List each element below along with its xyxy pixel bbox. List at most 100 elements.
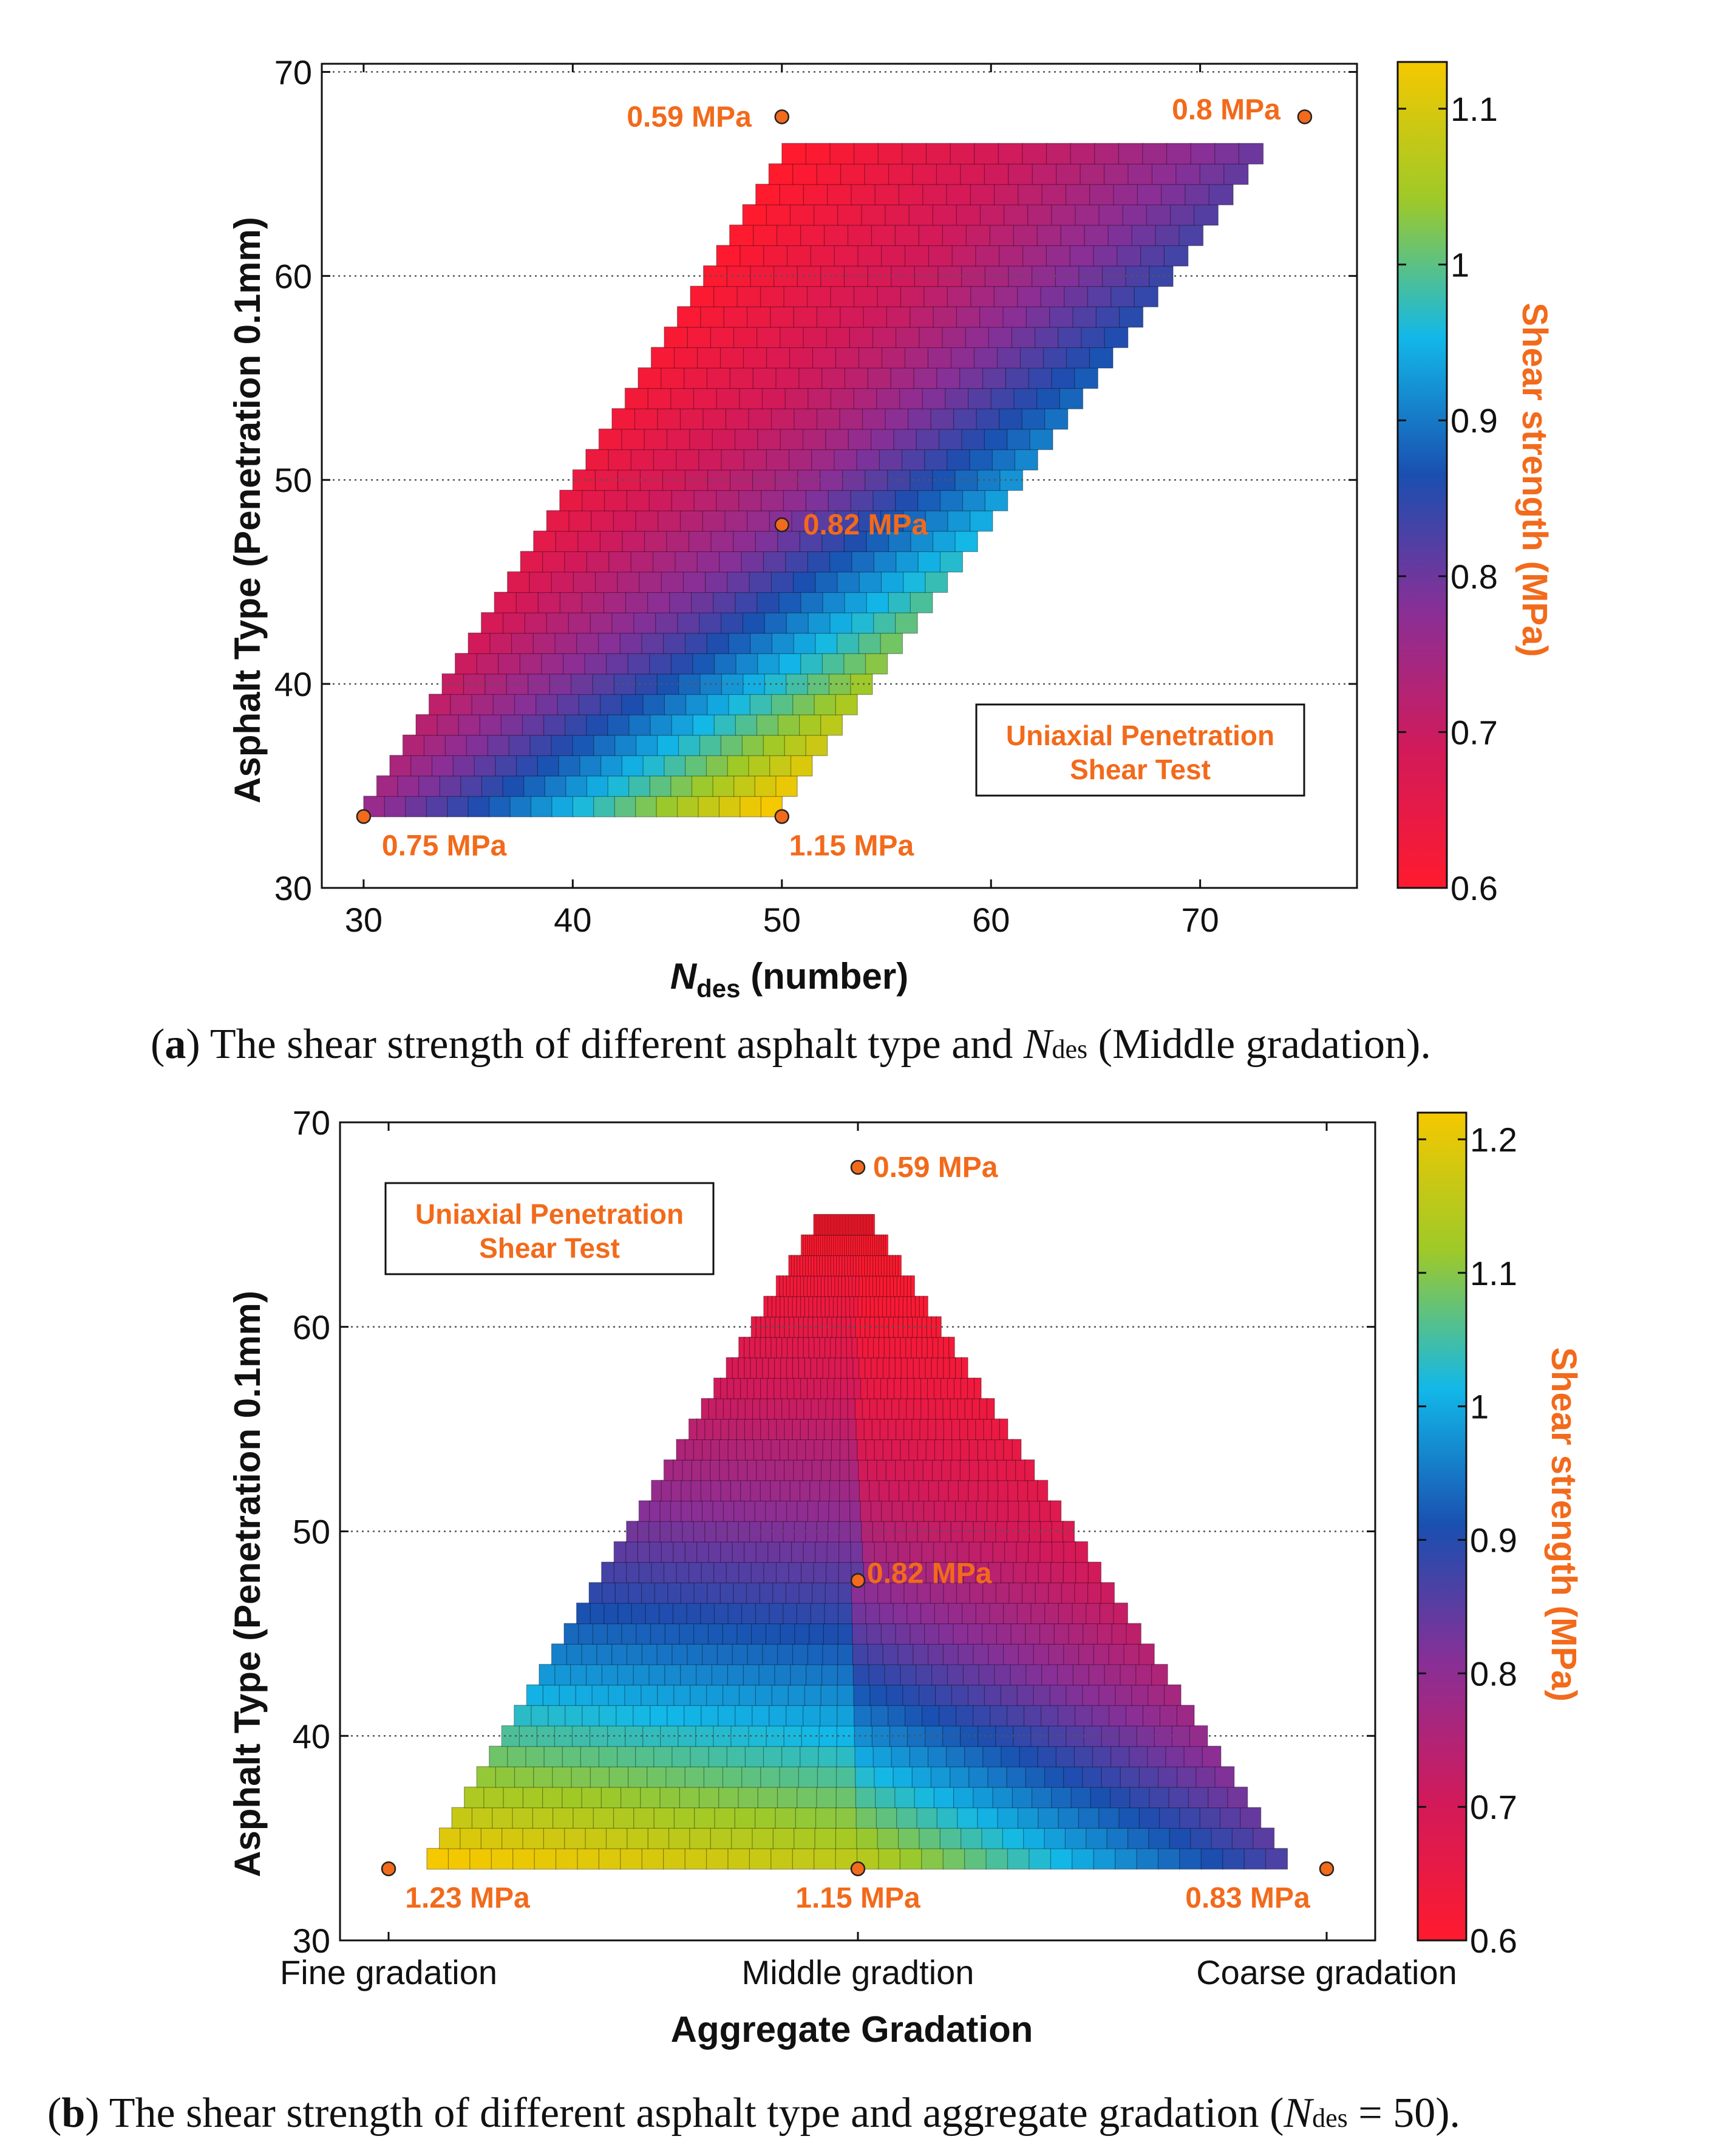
- heatmap-cell: [749, 1521, 762, 1543]
- heatmap-cell: [696, 1541, 710, 1563]
- heatmap-cell: [1018, 1643, 1035, 1665]
- heatmap-cell: [663, 1847, 686, 1870]
- heatmap-cell: [803, 1541, 816, 1563]
- heatmap-cell: [867, 1643, 884, 1665]
- heatmap-cell: [879, 1602, 894, 1625]
- heatmap-cell: [682, 1459, 693, 1481]
- heatmap-cell: [636, 734, 658, 756]
- heatmap-cell: [924, 449, 948, 471]
- heatmap-cell: [829, 551, 853, 573]
- heatmap-cell: [764, 612, 787, 634]
- heatmap-cell: [1025, 1766, 1046, 1788]
- heatmap-cell: [889, 1255, 894, 1277]
- heatmap-cell: [1240, 1807, 1262, 1829]
- heatmap-cell: [820, 714, 843, 736]
- heatmap-cell: [811, 1398, 820, 1420]
- heatmap-cell: [989, 224, 1015, 247]
- heatmap-cell: [883, 1336, 891, 1359]
- heatmap-cell: [860, 1500, 872, 1522]
- colorbar-tick-label: 0.8: [1470, 1654, 1517, 1693]
- heatmap-cell: [1074, 1582, 1089, 1604]
- heatmap-cell: [1126, 1623, 1141, 1645]
- heatmap-cell: [948, 1479, 959, 1502]
- heatmap-cell: [823, 1623, 839, 1645]
- heatmap-cell: [822, 592, 846, 613]
- heatmap-cell: [808, 387, 832, 409]
- heatmap-cell: [857, 1336, 863, 1359]
- heatmap-cell: [900, 1275, 905, 1297]
- heatmap-cell: [991, 449, 1016, 471]
- legend-box-b: Uniaxial Penetration Shear Test: [384, 1182, 715, 1275]
- heatmap-cell: [826, 1316, 833, 1338]
- heatmap-cell: [651, 1561, 665, 1583]
- heatmap-cell: [555, 530, 579, 552]
- heatmap-cell: [900, 1377, 908, 1399]
- heatmap-cell: [788, 449, 812, 471]
- heatmap-cell: [877, 1582, 892, 1604]
- y-tick-label: 50: [274, 461, 312, 499]
- heatmap-cell: [852, 1663, 870, 1686]
- heatmap-cell: [911, 1766, 932, 1788]
- heatmap-cell: [1000, 1561, 1015, 1583]
- heatmap-cell: [1017, 1807, 1039, 1829]
- heatmap-cell: [813, 1213, 816, 1236]
- heatmap-cell: [713, 653, 737, 675]
- heatmap-cell: [942, 1643, 959, 1665]
- heatmap-cell: [774, 1398, 783, 1420]
- heatmap-cell: [872, 1213, 876, 1236]
- heatmap-cell: [912, 163, 937, 185]
- heatmap-cell: [786, 245, 812, 267]
- heatmap-cell: [696, 551, 720, 573]
- heatmap-cell: [994, 1663, 1012, 1686]
- heatmap-cell: [1103, 163, 1129, 185]
- heatmap-cell: [1214, 143, 1240, 165]
- heatmap-cell: [1049, 1684, 1067, 1706]
- heatmap-cell: [605, 1827, 628, 1849]
- heatmap-cell: [765, 1459, 776, 1481]
- heatmap-cell: [888, 1479, 900, 1502]
- colorbar-tick-label: 0.8: [1450, 558, 1498, 596]
- heatmap-cell: [474, 755, 496, 777]
- heatmap-cell: [671, 490, 695, 511]
- heatmap-cell: [1163, 245, 1189, 267]
- heatmap-cell: [760, 1377, 768, 1399]
- heatmap-cell: [820, 1377, 828, 1399]
- heatmap-cell: [1056, 1663, 1074, 1686]
- heatmap-cell: [837, 1684, 855, 1706]
- heatmap-cell: [591, 1684, 610, 1706]
- heatmap-cell: [1165, 1745, 1185, 1767]
- heatmap-cell: [876, 1398, 885, 1420]
- heatmap-cell: [1101, 1725, 1120, 1747]
- heatmap-cell: [831, 1234, 835, 1257]
- heatmap-cell: [964, 1398, 973, 1420]
- heatmap-cell: [522, 1827, 545, 1849]
- heatmap-cell: [818, 1234, 821, 1257]
- heatmap-cell: [927, 1643, 944, 1665]
- heatmap-cell: [890, 1582, 905, 1604]
- heatmap-cell: [670, 1479, 682, 1502]
- y-tick-label: 60: [293, 1308, 330, 1346]
- heatmap-cell: [901, 449, 925, 471]
- heatmap-cell: [1176, 1705, 1195, 1727]
- heatmap-cell: [575, 1684, 593, 1706]
- heatmap-cell: [797, 1786, 818, 1809]
- colorbar-tick-label: 1.1: [1470, 1254, 1517, 1292]
- heatmap-cell: [780, 1377, 788, 1399]
- heatmap-cell: [696, 347, 721, 369]
- heatmap-cell: [1089, 183, 1115, 205]
- heatmap-cell: [822, 1357, 830, 1379]
- heatmap-cell: [871, 1418, 881, 1441]
- heatmap-cell: [1023, 1705, 1042, 1727]
- heatmap-cell: [794, 1255, 798, 1277]
- heatmap-cell: [731, 1827, 753, 1849]
- heatmap-cell: [750, 1316, 757, 1338]
- heatmap-cell: [514, 1766, 534, 1788]
- heatmap-cell: [491, 1847, 514, 1870]
- heatmap-cell: [837, 1663, 854, 1686]
- heatmap-cell: [750, 1357, 758, 1379]
- colorbar-tick-label: 0.6: [1470, 1922, 1517, 1960]
- heatmap-cell: [893, 1377, 902, 1399]
- heatmap-cell: [872, 1336, 880, 1359]
- heatmap-cell: [866, 592, 889, 613]
- heatmap-cell: [998, 1479, 1009, 1502]
